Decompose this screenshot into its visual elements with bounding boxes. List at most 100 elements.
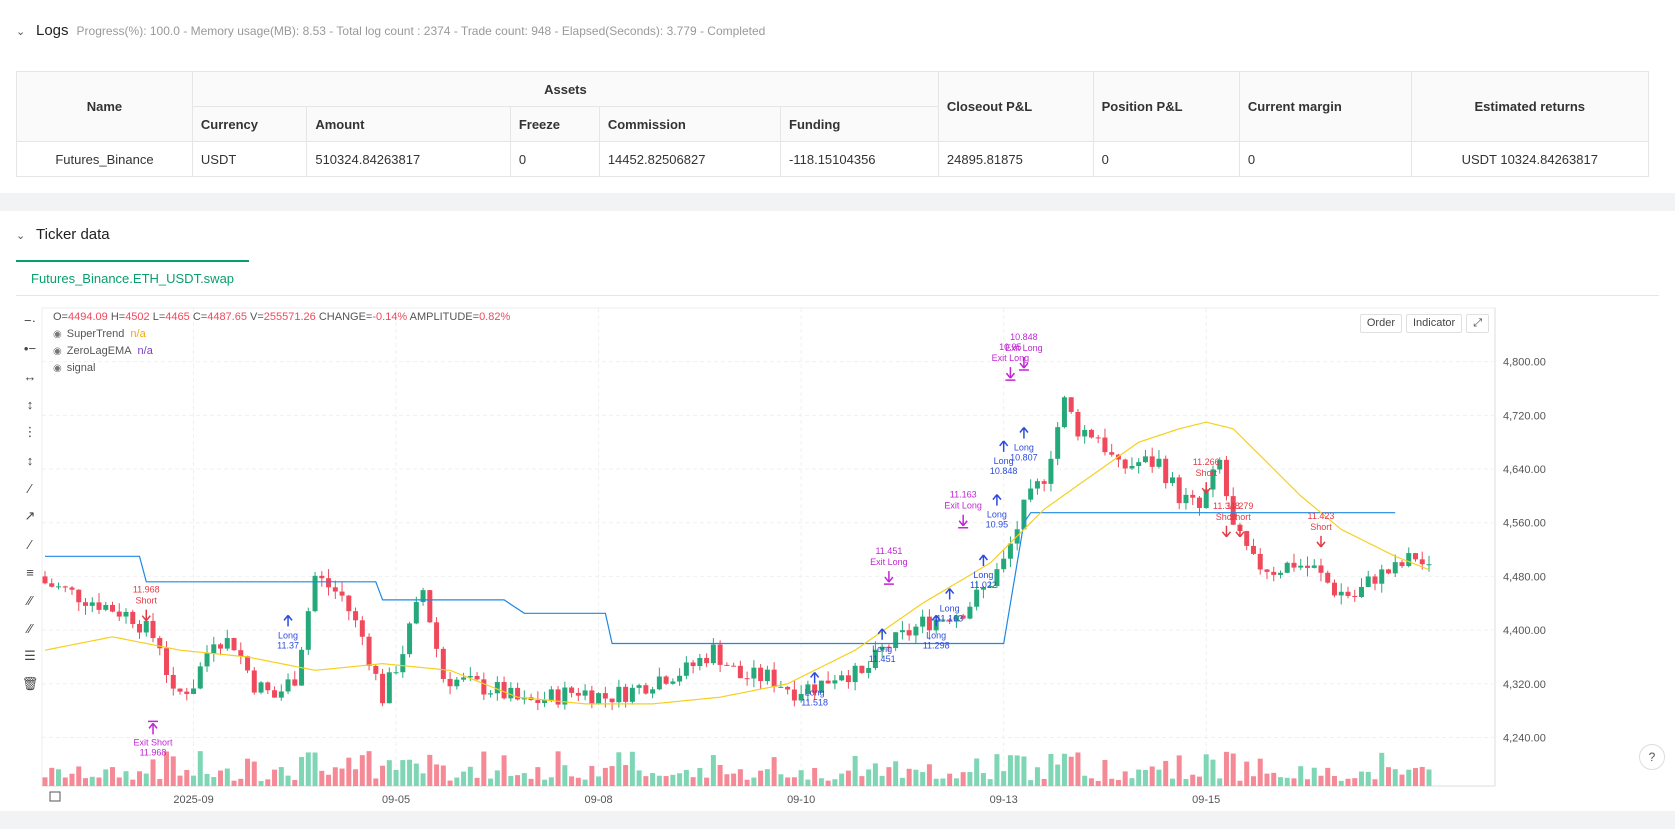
change-value: -0.14%	[372, 311, 408, 323]
ray-line-icon[interactable]: ↗	[24, 508, 36, 523]
segment-icon[interactable]: ∕	[28, 536, 32, 552]
volume-bar	[76, 766, 82, 786]
volume-bar	[413, 763, 419, 786]
volume-bar	[1264, 773, 1270, 786]
volume-bar	[1352, 778, 1358, 786]
volume-bar	[677, 773, 683, 786]
volume-bar	[643, 776, 649, 786]
candle-body	[845, 675, 851, 683]
candle-body	[947, 619, 953, 622]
candle-body	[380, 673, 386, 704]
candle-body	[501, 682, 507, 699]
volume-bar	[596, 776, 602, 786]
help-button[interactable]: ?	[1639, 744, 1665, 770]
parallel-channel-icon[interactable]: ∕∕	[27, 592, 33, 608]
candle-body	[1041, 481, 1047, 484]
candle-body	[427, 590, 433, 623]
candle-body	[913, 626, 919, 636]
candle-body	[285, 679, 291, 692]
chevron-down-icon[interactable]: ⌄	[16, 230, 26, 242]
volume-bar	[1331, 776, 1337, 786]
eye-icon[interactable]: ◉	[53, 328, 62, 340]
candlestick-chart[interactable]: 4,240.00 4,320.00 4,400.00 4,480.00 4,560.00…	[0, 306, 1675, 811]
candle-body	[825, 680, 831, 684]
eye-icon[interactable]: ◉	[53, 345, 62, 357]
legend-supertrend[interactable]: ◉ SuperTrend n/a	[53, 328, 146, 340]
chart-area[interactable]: −· •− ↔ ↕ ⋮ ↕ ∕ ↗ ∕ ≡ ∕∕ ∕∕ ☰ 🗑 4,240.00…	[0, 306, 1675, 811]
layers-icon[interactable]: ☰	[24, 648, 36, 663]
signal-label: Exit Short	[134, 737, 174, 747]
candle-body	[1426, 564, 1432, 566]
eye-icon[interactable]: ◉	[53, 362, 62, 374]
candle-body	[42, 576, 48, 584]
indicator-button[interactable]: Indicator	[1405, 314, 1463, 333]
volume-bar	[852, 756, 858, 786]
chevron-down-icon[interactable]: ⌄	[16, 26, 26, 38]
fib-icon[interactable]: ∕∕	[27, 620, 33, 636]
ticker-header[interactable]: ⌄ Ticker data	[16, 226, 118, 243]
candle-body	[353, 611, 359, 621]
order-button[interactable]: Order	[1359, 314, 1402, 333]
volume-bar	[1136, 769, 1142, 786]
price-line-icon[interactable]: ≡	[26, 564, 34, 580]
volume-bar	[1298, 766, 1304, 786]
volume-bar	[184, 769, 190, 786]
vertical-segment-icon[interactable]: ⋮	[23, 424, 37, 439]
candle-body	[1028, 488, 1034, 500]
horizontal-ray-icon[interactable]: •−	[23, 340, 37, 356]
horizontal-line-icon[interactable]: ↔	[23, 368, 37, 384]
volume-bar	[542, 779, 548, 786]
volume-bar	[1156, 769, 1162, 786]
volume-bar	[1230, 753, 1236, 786]
signal-price: 11.968	[133, 585, 160, 595]
candle-body	[467, 675, 473, 678]
volume-bar	[211, 777, 217, 786]
candle-body	[1109, 452, 1115, 455]
volume-bar	[292, 779, 298, 786]
y-tick-label: 4,240.00	[1503, 732, 1546, 744]
long-arrow-icon	[1019, 427, 1029, 439]
fullscreen-icon[interactable]: ⤢	[1466, 314, 1489, 333]
volume-bar	[143, 773, 149, 786]
volume-bar	[197, 751, 203, 786]
cell-commission: 14452.82506827	[598, 141, 782, 177]
long-arrow-icon	[945, 588, 955, 600]
candle-body	[420, 590, 426, 603]
legend-signal[interactable]: ◉ signal	[53, 362, 96, 374]
volume-bar	[1237, 780, 1243, 786]
volume-bar	[494, 770, 500, 786]
candle-body	[1291, 562, 1297, 568]
exit-arrow-icon	[148, 720, 159, 735]
short-arrow-icon	[1201, 482, 1211, 494]
trash-icon[interactable]: 🗑	[21, 676, 39, 691]
volume-bar	[1311, 767, 1317, 786]
volume-bar	[1163, 760, 1169, 786]
candle-body	[791, 689, 797, 701]
logs-header[interactable]: ⌄ Logs Progress(%): 100.0 - Memory usage…	[16, 22, 765, 39]
candle-body	[1082, 429, 1088, 437]
trend-line-icon[interactable]: ∕	[28, 480, 32, 496]
x-tick-label: 09-10	[787, 794, 815, 806]
volume-bar	[305, 752, 311, 786]
logs-status: Progress(%): 100.0 - Memory usage(MB): 8…	[76, 24, 766, 38]
legend-zerolagema[interactable]: ◉ ZeroLagEMA n/a	[53, 345, 153, 357]
candle-body	[872, 649, 878, 669]
volume-bar	[461, 771, 467, 786]
candle-body	[278, 691, 284, 698]
vertical-ray-icon[interactable]: ↕	[26, 452, 34, 468]
candle-body	[764, 669, 770, 682]
signal-label: Long	[805, 687, 825, 697]
cell-margin: 0	[1238, 141, 1412, 177]
candle-body	[670, 681, 676, 684]
vertical-line-icon[interactable]: ↕	[26, 396, 34, 412]
volume-bar	[177, 775, 183, 786]
tab-eth-usdt-swap[interactable]: Futures_Binance.ETH_USDT.swap	[16, 260, 250, 295]
crosshair-icon[interactable]: −·	[24, 312, 36, 328]
candle-body	[238, 650, 244, 657]
signal-price: 10.848	[990, 466, 1018, 476]
volume-bar	[515, 775, 521, 786]
volume-bar	[987, 779, 993, 786]
candle-body	[164, 648, 170, 675]
